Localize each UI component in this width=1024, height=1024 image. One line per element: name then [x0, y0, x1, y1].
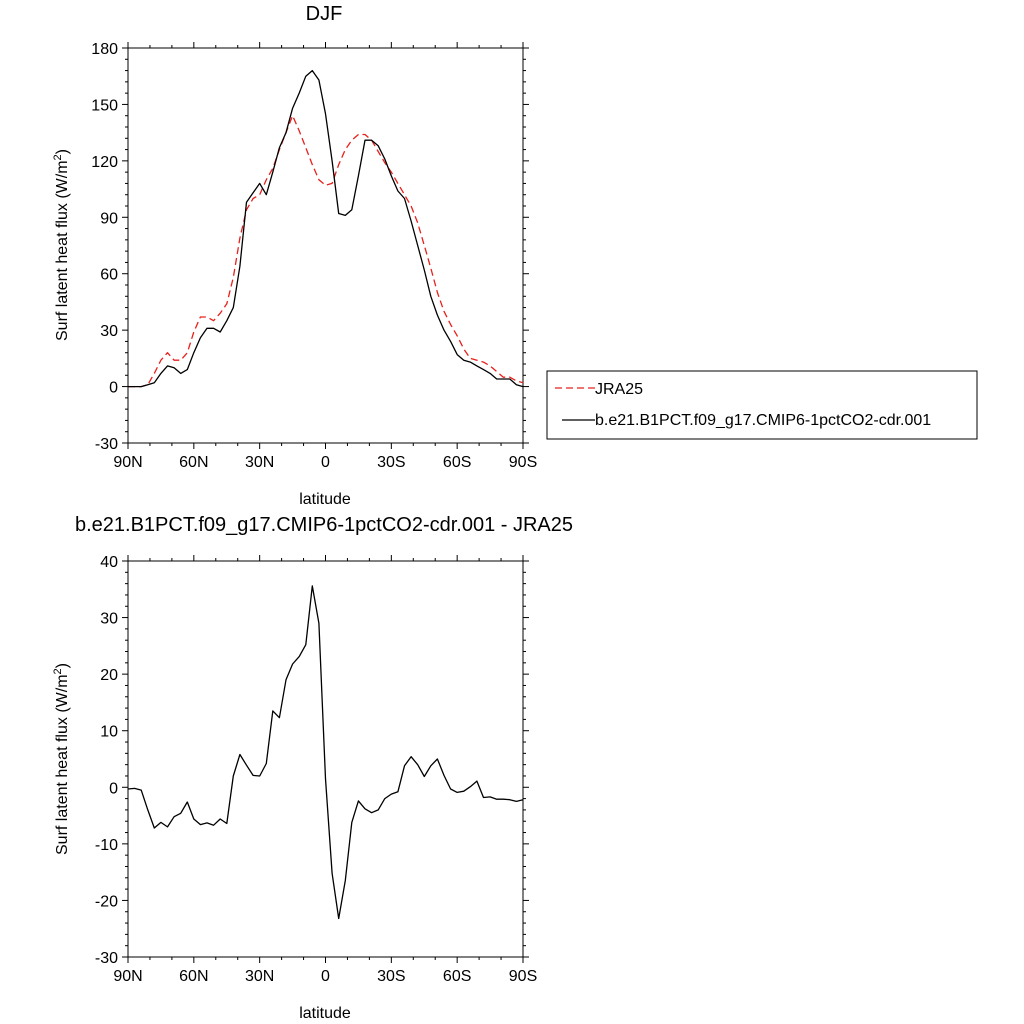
- top-panel: DJF -30 0 30 60 90 120 150 180 90N 60N 30N 0 30S 60S…: [52, 3, 537, 508]
- bottom-x-tick-label: 0: [321, 968, 330, 985]
- bottom-y-tick-label: 40: [100, 554, 118, 571]
- top-y-tick-label: 90: [100, 210, 118, 227]
- top-title: DJF: [306, 3, 343, 25]
- bottom-x-tick-label: 30S: [377, 968, 405, 985]
- top-x-tick-label: 90S: [509, 454, 537, 471]
- top-series-line-1: [128, 69, 524, 388]
- bottom-y-axis-label: Surf latent heat flux (W/m2): [52, 663, 71, 855]
- top-x-axis: 90N 60N 30N 0 30S 60S 90S: [113, 42, 537, 471]
- top-y-tick-label: 120: [91, 154, 118, 171]
- top-y-tick-label: -30: [95, 436, 118, 453]
- top-x-tick-label: 30S: [377, 454, 405, 471]
- bottom-y-tick-label: 30: [100, 611, 118, 628]
- top-x-tick-label: 0: [321, 454, 330, 471]
- top-series-line-0: [128, 115, 524, 388]
- bottom-y-axis-label-sup: 2: [52, 668, 64, 674]
- legend-box: [546, 370, 978, 440]
- bottom-y-axis: -30 -20 -10 0 10 20 30 40: [95, 554, 529, 967]
- bottom-series-group: [127, 585, 524, 920]
- bottom-y-tick-label: 20: [100, 667, 118, 684]
- bottom-x-axis-label: latitude: [299, 1005, 351, 1022]
- legend-label-model: b.e21.B1PCT.f09_g17.CMIP6-1pctCO2-cdr.00…: [595, 412, 931, 429]
- top-series-group: [128, 69, 524, 388]
- bottom-y-tick-label: 10: [100, 724, 118, 741]
- top-y-tick-label: 150: [91, 97, 118, 114]
- bottom-y-tick-label: -10: [95, 837, 118, 854]
- top-y-tick-label: 180: [91, 41, 118, 58]
- top-y-axis-label-sup: 2: [52, 154, 64, 160]
- top-x-tick-label: 90N: [113, 454, 142, 471]
- top-y-tick-label: 30: [100, 323, 118, 340]
- bottom-series-line-0: [127, 585, 524, 920]
- bottom-x-tick-label: 90S: [509, 968, 537, 985]
- bottom-x-tick-label: 90N: [113, 968, 142, 985]
- bottom-y-axis-label-main: Surf latent heat flux (W/m: [54, 674, 71, 855]
- top-y-axis-label-end: ): [54, 149, 71, 154]
- top-y-axis-label-main: Surf latent heat flux (W/m: [54, 160, 71, 341]
- bottom-y-tick-label: -30: [95, 950, 118, 967]
- top-x-tick-label: 60N: [179, 454, 208, 471]
- top-x-tick-label: 30N: [245, 454, 274, 471]
- top-y-axis: -30 0 30 60 90 120 150 180: [91, 41, 529, 453]
- top-plot-frame: [127, 47, 524, 444]
- bottom-panel: b.e21.B1PCT.f09_g17.CMIP6-1pctCO2-cdr.00…: [52, 514, 573, 1022]
- top-x-tick-label: 60S: [443, 454, 471, 471]
- top-y-tick-label: 60: [100, 267, 118, 284]
- top-x-axis-label: latitude: [299, 491, 351, 508]
- bottom-y-tick-label: 0: [109, 780, 118, 797]
- bottom-plot-frame: [127, 560, 524, 958]
- bottom-x-tick-label: 60N: [179, 968, 208, 985]
- top-y-axis-label: Surf latent heat flux (W/m2): [52, 149, 71, 341]
- legend: JRA25 b.e21.B1PCT.f09_g17.CMIP6-1pctCO2-…: [546, 370, 978, 440]
- legend-label-jra25: JRA25: [595, 381, 643, 398]
- bottom-x-axis: 90N 60N 30N 0 30S 60S 90S: [113, 555, 537, 985]
- bottom-x-tick-label: 60S: [443, 968, 471, 985]
- bottom-x-tick-label: 30N: [245, 968, 274, 985]
- top-y-tick-label: 0: [109, 380, 118, 397]
- bottom-y-tick-label: -20: [95, 893, 118, 910]
- bottom-y-axis-label-end: ): [54, 663, 71, 668]
- bottom-title: b.e21.B1PCT.f09_g17.CMIP6-1pctCO2-cdr.00…: [75, 514, 573, 536]
